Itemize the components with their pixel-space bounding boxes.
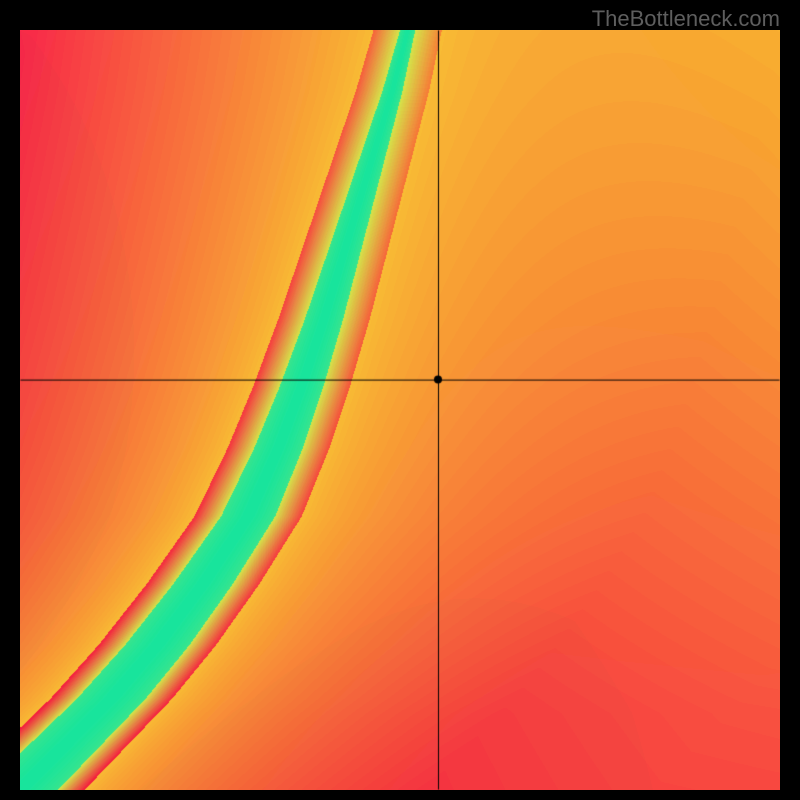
crosshair-overlay: [20, 30, 780, 790]
watermark-text: TheBottleneck.com: [592, 6, 780, 32]
figure-root: TheBottleneck.com: [0, 0, 800, 800]
